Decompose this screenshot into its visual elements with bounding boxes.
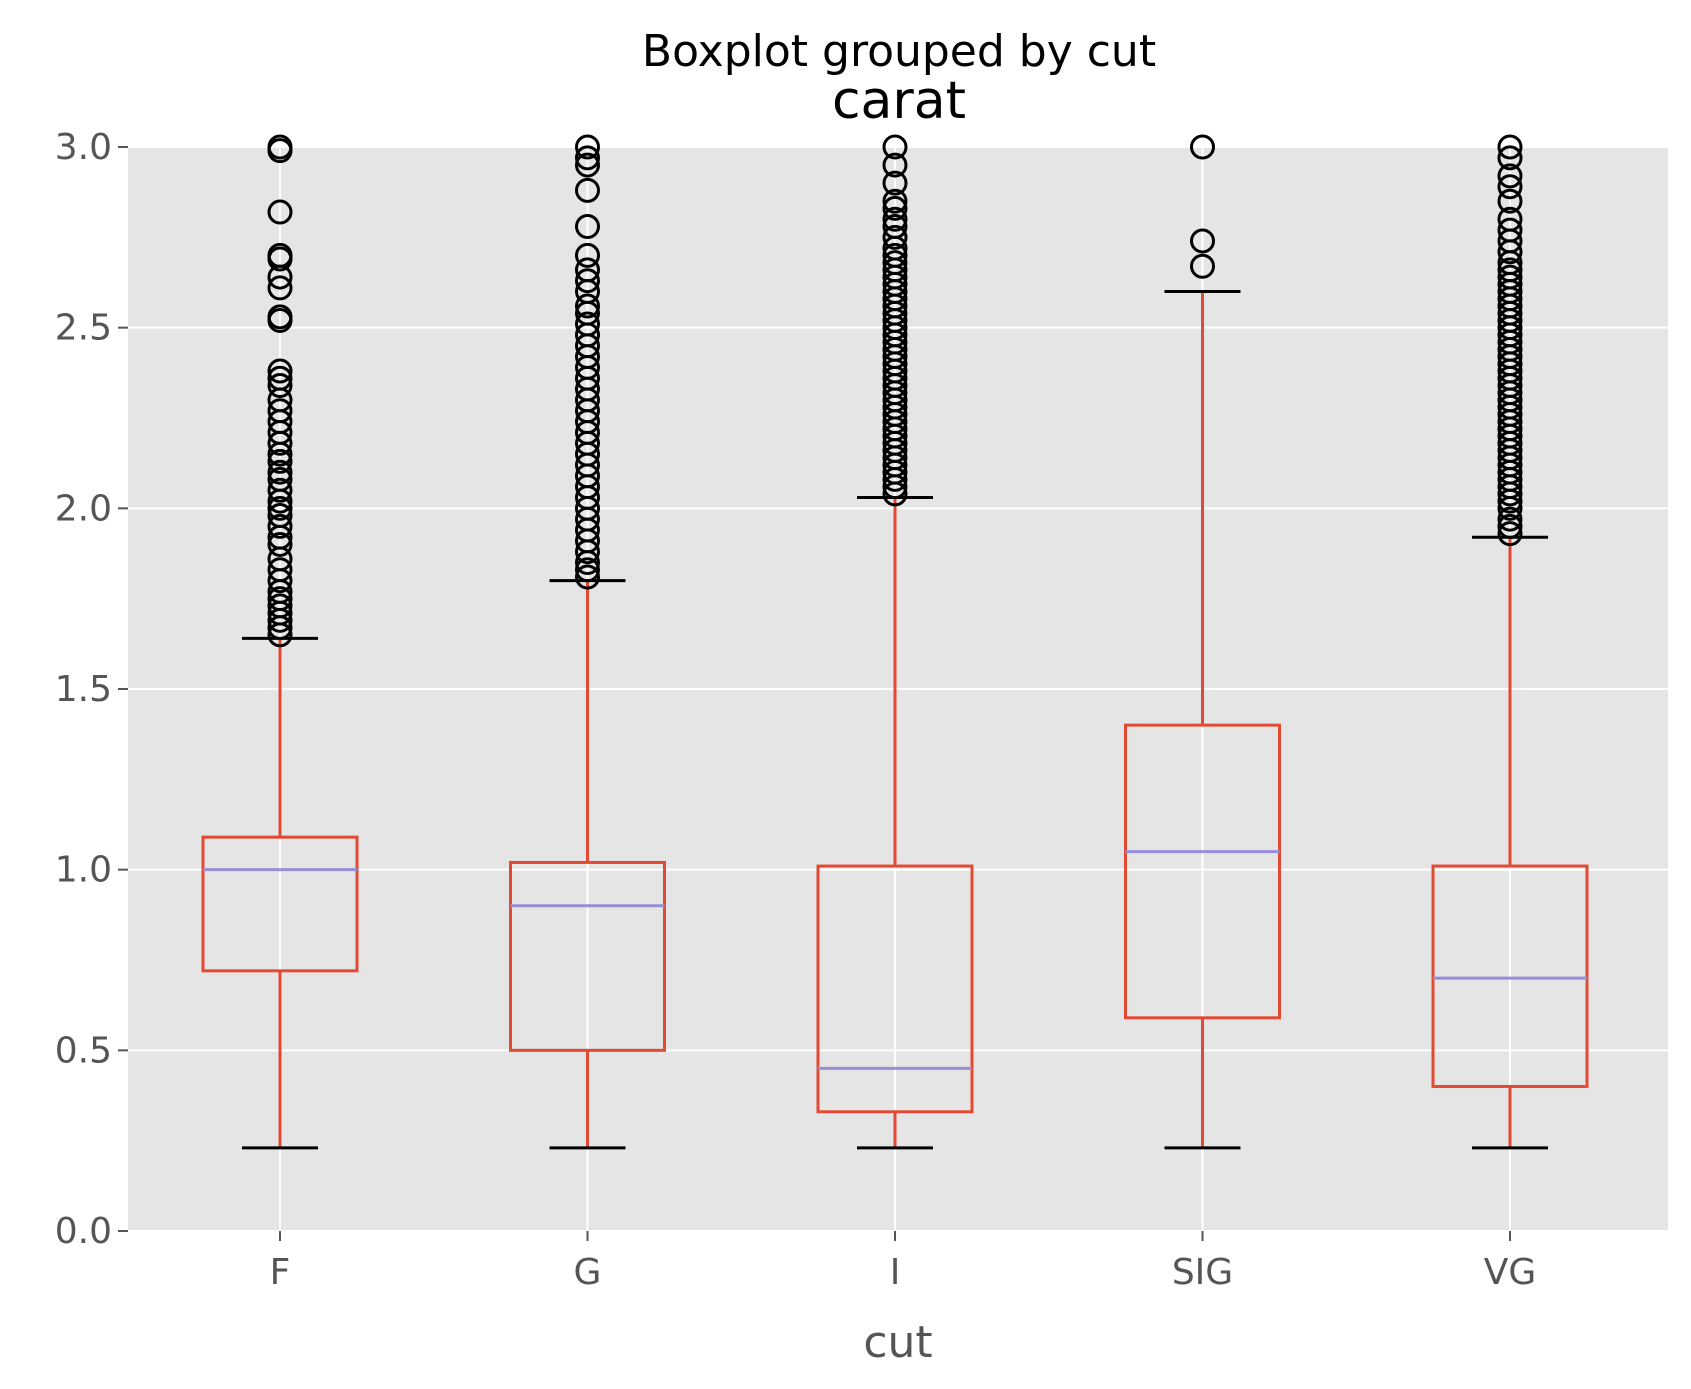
outlier-point — [575, 564, 600, 590]
box-group-sig — [1124, 134, 1281, 1150]
outlier-point — [1497, 188, 1523, 214]
outlier-point — [575, 268, 600, 294]
outlier-point — [882, 224, 908, 250]
outlier-point — [882, 242, 908, 268]
outlier-point — [267, 495, 293, 521]
outlier-point — [267, 398, 293, 424]
x-tick-label: SIG — [1172, 1252, 1233, 1293]
outlier-point — [882, 170, 908, 196]
outlier-point — [1497, 145, 1523, 171]
outlier-point — [267, 466, 293, 492]
outlier-point — [882, 188, 908, 214]
outlier-point — [267, 557, 293, 583]
axis-ticks: 0.0 0.5 1.0 1.5 2.0 2.5 3.0 F G I SIG VG — [55, 127, 1537, 1293]
x-tick-label: G — [574, 1252, 602, 1293]
outlier-point — [267, 586, 293, 612]
outlier-point — [1497, 217, 1523, 243]
outlier-point — [267, 503, 293, 529]
box-group-f — [201, 134, 359, 1150]
outlier-point — [1497, 264, 1523, 290]
outlier-point — [1497, 506, 1523, 532]
outlier-point — [1497, 163, 1523, 189]
chart-suptitle: Boxplot grouped by cut — [642, 26, 1156, 77]
box-group-i — [816, 134, 974, 1150]
outlier-point — [575, 293, 600, 319]
outlier-point — [1497, 513, 1523, 539]
y-tick-label: 2.0 — [55, 488, 112, 529]
outlier-point — [1190, 228, 1215, 254]
outlier-point — [267, 365, 293, 391]
outlier-point — [267, 134, 293, 160]
iqr-box — [1124, 723, 1281, 1020]
outlier-point — [267, 275, 293, 301]
y-tick-label: 0.0 — [55, 1211, 112, 1252]
y-tick-label: 0.5 — [55, 1030, 112, 1071]
chart-title: carat — [832, 71, 966, 131]
outlier-point — [1497, 206, 1523, 232]
outlier-point — [882, 250, 908, 276]
outlier-point — [267, 242, 293, 268]
outlier-point — [1497, 174, 1523, 200]
outlier-point — [575, 213, 600, 239]
outlier-point — [1497, 521, 1523, 547]
iqr-box — [816, 864, 974, 1114]
outlier-point — [882, 152, 908, 178]
box-series — [201, 134, 1589, 1150]
outlier-point — [882, 206, 908, 232]
iqr-box — [509, 860, 666, 1052]
outlier-point — [267, 372, 293, 398]
box-group-g — [509, 134, 666, 1150]
x-tick-label: VG — [1484, 1252, 1537, 1293]
x-tick-label: F — [270, 1252, 291, 1293]
outlier-point — [575, 134, 600, 160]
outlier-point — [575, 557, 600, 583]
outlier-point — [1497, 134, 1523, 160]
outlier-point — [267, 304, 293, 330]
outlier-point — [1190, 134, 1215, 160]
outlier-point — [882, 134, 908, 160]
outlier-point — [267, 477, 293, 503]
outlier-point — [267, 459, 293, 485]
outlier-point — [575, 311, 600, 337]
outlier-point — [267, 513, 293, 539]
outlier-point — [1190, 253, 1215, 279]
outlier-point — [882, 213, 908, 239]
outlier-point — [575, 242, 600, 268]
x-tick-label: I — [890, 1252, 901, 1293]
outlier-point — [575, 177, 600, 203]
outlier-point — [575, 257, 600, 283]
box-group-vg — [1431, 134, 1589, 1150]
outlier-point — [575, 145, 600, 171]
outlier-point — [267, 593, 293, 619]
y-tick-label: 2.5 — [55, 308, 112, 349]
iqr-box — [201, 835, 359, 973]
x-axis-label: cut — [863, 1317, 932, 1368]
outlier-point — [1497, 257, 1523, 283]
outlier-point — [882, 195, 908, 221]
y-tick-label: 1.0 — [55, 850, 112, 891]
outlier-point — [267, 199, 293, 225]
outlier-point — [267, 531, 293, 557]
y-tick-label: 1.5 — [55, 669, 112, 710]
outlier-point — [575, 152, 600, 178]
iqr-box — [1431, 864, 1589, 1088]
outlier-point — [267, 448, 293, 474]
outlier-point — [267, 358, 293, 384]
y-tick-label: 3.0 — [55, 127, 112, 168]
